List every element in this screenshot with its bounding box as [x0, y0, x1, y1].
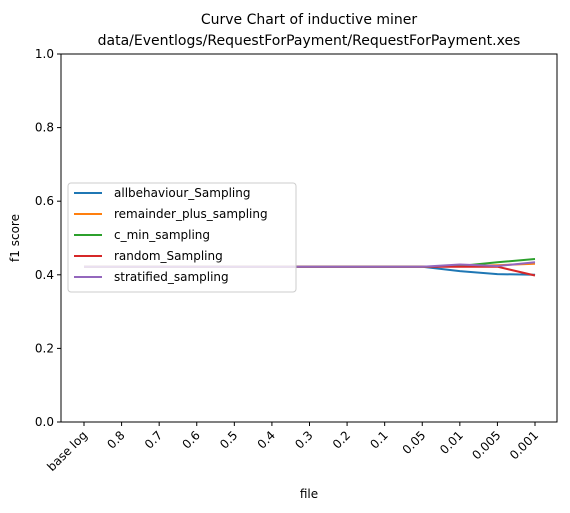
x-tick-label: 0.001	[507, 428, 541, 462]
x-tick-label: 0.3	[292, 428, 315, 451]
plot-frame	[60, 53, 558, 423]
y-tick-label: 0.8	[35, 121, 54, 135]
legend-label: remainder_plus_sampling	[114, 207, 268, 221]
x-tick-label: 0.7	[142, 428, 165, 451]
legend-label: random_Sampling	[114, 249, 223, 263]
y-tick-label: 0.2	[35, 341, 54, 355]
legend-label: allbehaviour_Sampling	[114, 186, 250, 200]
x-tick-label: 0.01	[437, 428, 466, 457]
chart-title: Curve Chart of inductive miner	[201, 12, 418, 28]
x-tick-label: 0.2	[330, 428, 353, 451]
x-tick-label: 0.4	[255, 428, 278, 451]
chart-subtitle: data/Eventlogs/RequestForPayment/Request…	[98, 33, 521, 49]
x-tick-label: 0.1	[367, 428, 390, 451]
y-tick-label: 1.0	[35, 47, 54, 61]
x-tick-label: 0.005	[469, 428, 503, 462]
legend-label: c_min_sampling	[114, 228, 210, 242]
x-tick-label: 0.8	[104, 428, 127, 451]
y-axis-label: f1 score	[8, 214, 22, 262]
x-tick-label: 0.6	[179, 428, 202, 451]
legend-box	[67, 182, 297, 293]
x-tick-label: 0.05	[400, 428, 429, 457]
y-tick-label: 0.4	[35, 268, 54, 282]
x-axis-label: file	[300, 487, 318, 501]
x-tick-label: 0.5	[217, 428, 240, 451]
y-tick-label: 0.0	[35, 415, 54, 429]
y-tick-label: 0.6	[35, 194, 54, 208]
legend: allbehaviour_Sampling remainder_plus_samp…	[67, 182, 297, 293]
x-tick-label: base log	[44, 428, 90, 474]
legend-label: stratified_sampling	[114, 270, 229, 284]
